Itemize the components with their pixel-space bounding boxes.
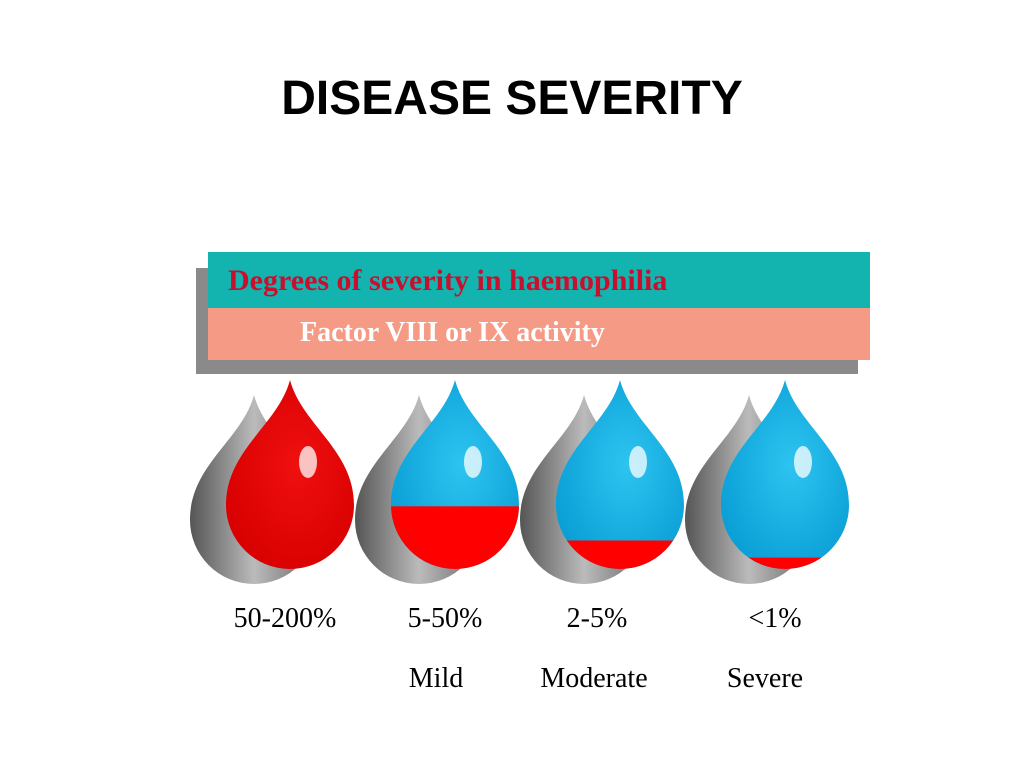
drop-range: 5-50% [408,603,483,634]
drops: 50-200% 5-50% Mild 2-5% Moderate <1% Severe [190,380,849,694]
drop-blood-level [721,557,849,569]
title: DISEASE SEVERITY [281,72,742,125]
drop-severity: Mild [409,663,463,694]
drop-highlight [629,446,647,478]
banner-heading-bg [208,252,870,308]
drop-highlight [464,446,482,478]
banner-subheading-bg [208,308,870,360]
drop-range: 2-5% [567,603,628,634]
drop [721,380,849,569]
drop-range: <1% [748,603,801,634]
drop [226,380,354,569]
banner-subheading: Factor VIII or IX activity [300,317,605,348]
drop-severity: Severe [727,663,803,694]
drop [556,380,684,569]
drop-range: 50-200% [234,603,337,634]
banner-heading: Degrees of severity in haemophilia [228,264,667,297]
drop-severity: Moderate [540,663,647,694]
drop-highlight [299,446,317,478]
drop-highlight [794,446,812,478]
